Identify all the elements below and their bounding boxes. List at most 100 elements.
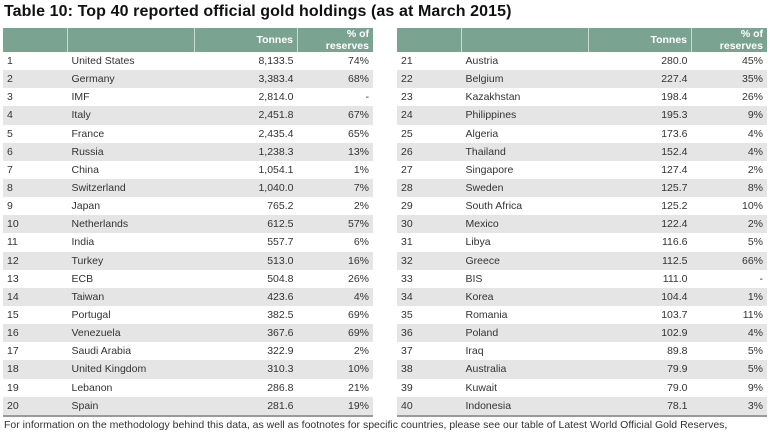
rank-cell: 23 — [401, 91, 413, 104]
table-row: 34 Korea 104.4 1% — [397, 287, 767, 306]
tonnes-cell: 2,435.4 — [258, 127, 294, 140]
tonnes-cell: 3,383.4 — [194, 70, 298, 89]
rank-cell: 31 — [401, 236, 413, 249]
rank-cell: 1 — [7, 55, 13, 68]
tonnes-cell: 423.6 — [194, 287, 298, 306]
table-row: 32 Greece 112.5 66% — [397, 251, 767, 270]
table-row: 16 Venezuela 367.6 69% — [3, 324, 373, 343]
rank-cell: 21 — [401, 55, 413, 68]
tonnes-cell: 78.1 — [588, 396, 692, 417]
pct-reserves-cell: 4% — [747, 127, 763, 140]
country-cell: Austria — [465, 55, 499, 68]
rank-cell: 24 — [397, 106, 462, 125]
pct-reserves-cell: 69% — [297, 324, 373, 343]
country-cell: Sweden — [461, 178, 589, 198]
tonnes-cell: 125.7 — [588, 178, 692, 198]
country-cell: Indonesia — [461, 396, 589, 417]
country-cell: Lebanon — [71, 381, 113, 394]
tonnes-cell: 2,814.0 — [258, 91, 294, 104]
rank-cell: 20 — [3, 396, 68, 417]
gold-holdings-table-left: Tonnes % of reserves 1 United States 8,133… — [3, 28, 373, 417]
pct-reserves-cell: 8% — [691, 178, 767, 198]
pct-reserves-cell: 2% — [691, 215, 767, 234]
country-cell: Italy — [67, 106, 195, 125]
table-row: 11 India 557.7 6% — [3, 233, 373, 251]
tonnes-cell: 1,054.1 — [258, 163, 294, 176]
tonnes-cell: 112.5 — [588, 251, 692, 270]
table-row: 9 Japan 765.2 2% — [3, 197, 373, 215]
country-cell: India — [71, 236, 95, 249]
table-row: 37 Iraq 89.8 5% — [397, 342, 767, 360]
rank-cell: 2 — [3, 70, 68, 89]
tonnes-cell: 322.9 — [267, 345, 294, 358]
tonnes-cell: 104.4 — [588, 287, 692, 306]
pct-reserves-cell: 26% — [347, 272, 369, 285]
country-cell: Taiwan — [67, 287, 195, 306]
rank-cell: 35 — [401, 309, 413, 322]
country-cell: Libya — [465, 236, 491, 249]
table-row: 28 Sweden 125.7 8% — [397, 178, 767, 198]
pct-reserves-cell: 16% — [297, 251, 373, 270]
country-cell: BIS — [465, 272, 483, 285]
rank-cell: 26 — [397, 142, 462, 161]
rank-cell: 29 — [401, 200, 413, 213]
tonnes-cell: 286.8 — [267, 381, 294, 394]
table-row: 1 United States 8,133.5 74% — [3, 52, 373, 70]
tonnes-cell: 310.3 — [194, 360, 298, 379]
country-cell: United States — [71, 55, 135, 68]
tonnes-cell: 557.7 — [267, 236, 294, 249]
country-cell: ECB — [71, 272, 94, 285]
rank-cell: 34 — [397, 287, 462, 306]
table-row: 33 BIS 111.0 - — [397, 270, 767, 288]
table-row: 26 Thailand 152.4 4% — [397, 142, 767, 161]
tonnes-cell: 127.4 — [661, 163, 688, 176]
rank-cell: 32 — [397, 251, 462, 270]
tonnes-cell: 173.6 — [661, 127, 688, 140]
country-cell: Turkey — [67, 251, 195, 270]
tonnes-cell: 227.4 — [588, 70, 692, 89]
rank-cell: 36 — [397, 324, 462, 343]
table-row: 4 Italy 2,451.8 67% — [3, 106, 373, 125]
pct-reserves-cell: 1% — [691, 287, 767, 306]
tonnes-cell: 281.6 — [194, 396, 298, 417]
table-row: 23 Kazakhstan 198.4 26% — [397, 88, 767, 106]
tonnes-cell: 198.4 — [661, 91, 688, 104]
pct-reserves-cell: 69% — [347, 309, 369, 322]
country-cell: Switzerland — [67, 178, 195, 198]
rank-cell: 3 — [7, 91, 13, 104]
tonnes-cell: 504.8 — [267, 272, 294, 285]
country-cell: Kuwait — [465, 381, 498, 394]
table-row: 39 Kuwait 79.0 9% — [397, 379, 767, 397]
gold-holdings-table-right: Tonnes % of reserves 21 Austria 280.0 45% 22… — [397, 28, 767, 417]
rank-cell: 15 — [7, 309, 19, 322]
country-cell: IMF — [71, 91, 90, 104]
rank-cell: 39 — [401, 381, 413, 394]
rank-cell: 28 — [397, 178, 462, 198]
pct-reserves-cell: 5% — [747, 236, 763, 249]
country-cell: Iraq — [465, 345, 484, 358]
header-tonnes: Tonnes — [588, 28, 692, 52]
rank-cell: 30 — [397, 215, 462, 234]
country-cell: Mexico — [461, 215, 589, 234]
rank-cell: 14 — [3, 287, 68, 306]
table-header-row: Tonnes % of reserves — [397, 28, 767, 52]
rank-cell: 6 — [3, 142, 68, 161]
table-row: 15 Portugal 382.5 69% — [3, 306, 373, 324]
tonnes-cell: 111.0 — [662, 272, 688, 285]
table-row: 10 Netherlands 612.5 57% — [3, 215, 373, 234]
table-row: 35 Romania 103.7 11% — [397, 306, 767, 324]
pct-reserves-cell: 45% — [741, 55, 763, 68]
pct-reserves-cell: 21% — [347, 381, 369, 394]
tonnes-cell: 382.5 — [267, 309, 294, 322]
rank-cell: 12 — [3, 251, 68, 270]
tonnes-cell: 103.7 — [661, 309, 688, 322]
header-rank — [3, 28, 68, 52]
table-row: 19 Lebanon 286.8 21% — [3, 379, 373, 397]
country-cell: Kazakhstan — [465, 91, 521, 104]
pct-reserves-cell: 66% — [691, 251, 767, 270]
table-row: 24 Philippines 195.3 9% — [397, 106, 767, 125]
rank-cell: 9 — [7, 200, 13, 213]
table-title: Table 10: Top 40 reported official gold … — [4, 3, 512, 20]
country-cell: Singapore — [465, 163, 514, 176]
rank-cell: 18 — [3, 360, 68, 379]
